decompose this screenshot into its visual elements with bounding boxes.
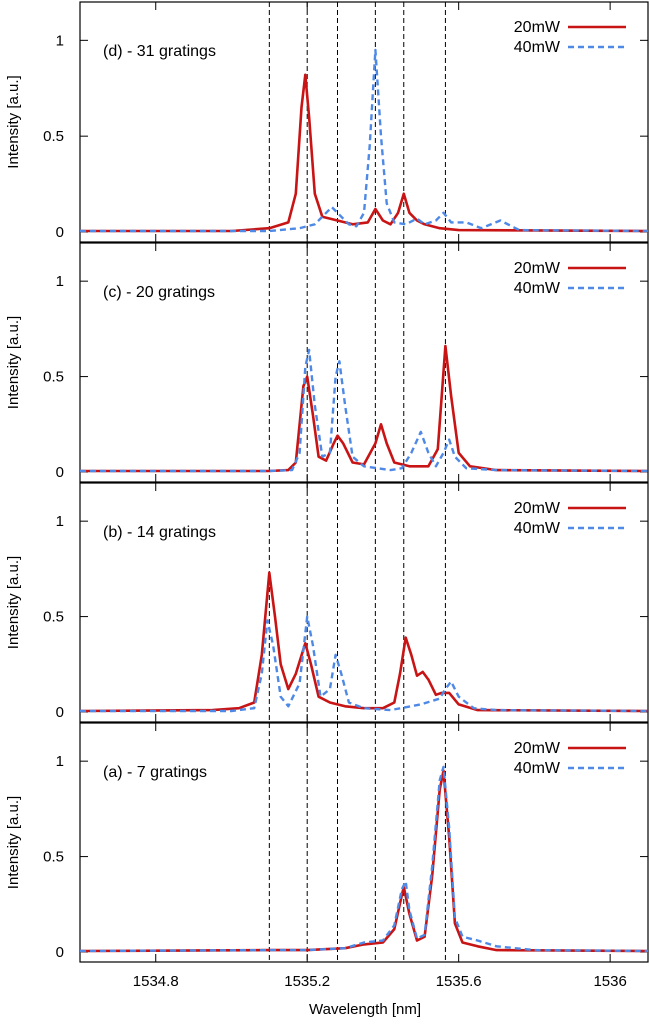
y-tick-label: 0.5 <box>43 609 64 626</box>
x-tick-label: 1535.6 <box>436 973 482 990</box>
legend-label: 20mW <box>514 260 561 277</box>
legend-label: 40mW <box>514 520 561 537</box>
series-group <box>80 765 648 953</box>
legend-label: 20mW <box>514 19 561 36</box>
series-line-40mW <box>80 348 648 473</box>
panel-label: (d) - 31 gratings <box>103 43 216 60</box>
y-axis-label: Intensity [a.u.] <box>5 316 22 409</box>
y-tick-label: 1 <box>56 32 64 49</box>
y-tick-label: 0.5 <box>43 849 64 866</box>
panel-2: 0 0.5 1 Intensity [a.u.] (b) - 14 gratings 20… <box>5 482 649 723</box>
y-axis-label: Intensity [a.u.] <box>5 556 22 649</box>
series-line-20mW <box>80 571 648 713</box>
x-tick-label: 1534.8 <box>133 973 179 990</box>
panel-frame <box>79 722 649 963</box>
legend-label: 40mW <box>514 280 561 297</box>
series-line-40mW <box>80 615 648 713</box>
y-tick-label: 0 <box>56 464 64 481</box>
panel-1: 0 0.5 1 Intensity [a.u.] (c) - 20 gratings 20… <box>5 242 649 483</box>
panel-3: 0 0.5 1 Intensity [a.u.] (a) - 7 gratings 20m… <box>5 722 649 990</box>
panel-frame <box>79 482 649 723</box>
y-tick-label: 0 <box>56 704 64 721</box>
panel-frame <box>79 1 649 243</box>
x-tick-label: 1535.2 <box>284 973 330 990</box>
series-line-40mW <box>80 48 648 233</box>
panel-label: (a) - 7 gratings <box>103 764 207 781</box>
series-line-20mW <box>80 769 648 953</box>
legend-label: 40mW <box>514 760 561 777</box>
legend-label: 40mW <box>514 39 561 56</box>
panels-layer: 0 0.5 1 Intensity [a.u.] (d) - 31 gratings 20… <box>5 1 649 990</box>
series-line-20mW <box>80 73 648 233</box>
legend-label: 20mW <box>514 500 561 517</box>
legend-label: 20mW <box>514 740 561 757</box>
y-axis-label: Intensity [a.u.] <box>5 796 22 889</box>
y-tick-label: 1 <box>56 753 64 770</box>
panel-0: 0 0.5 1 Intensity [a.u.] (d) - 31 gratings 20… <box>5 1 649 243</box>
panel-label: (c) - 20 gratings <box>103 284 215 301</box>
y-tick-label: 0.5 <box>43 369 64 386</box>
y-tick-label: 1 <box>56 273 64 290</box>
panel-label: (b) - 14 gratings <box>103 524 216 541</box>
series-group <box>80 48 648 233</box>
series-group <box>80 344 648 473</box>
y-tick-label: 0.5 <box>43 128 64 145</box>
series-group <box>80 571 648 713</box>
panel-frame <box>79 242 649 483</box>
x-axis-label: Wavelength [nm] <box>309 1001 421 1018</box>
series-line-40mW <box>80 765 648 953</box>
y-tick-label: 1 <box>56 513 64 530</box>
y-axis-label: Intensity [a.u.] <box>5 75 22 168</box>
y-tick-label: 0 <box>56 224 64 241</box>
x-tick-label: 1536 <box>593 973 626 990</box>
series-line-20mW <box>80 344 648 473</box>
y-tick-label: 0 <box>56 944 64 961</box>
